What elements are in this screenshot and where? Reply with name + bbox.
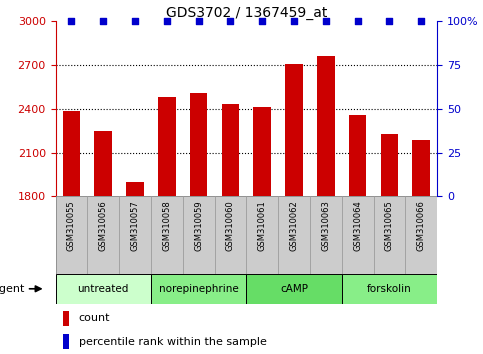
Bar — [151, 196, 183, 274]
Text: GSM310064: GSM310064 — [353, 200, 362, 251]
Point — [322, 18, 330, 24]
Bar — [190, 93, 207, 196]
Bar — [63, 111, 80, 196]
Bar — [405, 196, 437, 274]
Bar — [278, 196, 310, 274]
Bar — [342, 196, 373, 274]
Text: GSM310056: GSM310056 — [99, 200, 108, 251]
Bar — [158, 97, 176, 196]
Point — [354, 18, 361, 24]
Text: GSM310066: GSM310066 — [417, 200, 426, 251]
Bar — [151, 274, 246, 304]
Bar — [119, 196, 151, 274]
Point — [99, 18, 107, 24]
Text: GSM310061: GSM310061 — [258, 200, 267, 251]
Text: GSM310055: GSM310055 — [67, 200, 76, 251]
Bar — [214, 196, 246, 274]
Bar — [412, 139, 430, 196]
Text: agent: agent — [0, 284, 25, 294]
Point — [68, 18, 75, 24]
Text: cAMP: cAMP — [280, 284, 308, 295]
Bar — [126, 182, 144, 196]
Text: GSM310063: GSM310063 — [321, 200, 330, 251]
Bar — [285, 64, 303, 196]
Bar — [63, 311, 69, 326]
Bar — [222, 104, 239, 196]
Text: GSM310057: GSM310057 — [130, 200, 140, 251]
Point — [290, 18, 298, 24]
Text: count: count — [79, 313, 110, 323]
Bar — [310, 196, 342, 274]
Bar — [381, 134, 398, 196]
Text: norepinephrine: norepinephrine — [159, 284, 239, 295]
Text: GSM310058: GSM310058 — [162, 200, 171, 251]
Bar — [56, 274, 151, 304]
Bar — [246, 274, 342, 304]
Bar — [183, 196, 214, 274]
Text: GSM310062: GSM310062 — [289, 200, 298, 251]
Text: forskolin: forskolin — [367, 284, 412, 295]
Point — [131, 18, 139, 24]
Point — [195, 18, 202, 24]
Title: GDS3702 / 1367459_at: GDS3702 / 1367459_at — [166, 6, 327, 20]
Text: percentile rank within the sample: percentile rank within the sample — [79, 337, 267, 347]
Point — [385, 18, 393, 24]
Text: GSM310060: GSM310060 — [226, 200, 235, 251]
Bar — [373, 196, 405, 274]
Point — [163, 18, 170, 24]
Bar — [254, 107, 271, 196]
Point — [417, 18, 425, 24]
Bar — [56, 196, 87, 274]
Text: untreated: untreated — [78, 284, 129, 295]
Bar — [349, 115, 367, 196]
Text: GSM310059: GSM310059 — [194, 200, 203, 251]
Text: GSM310065: GSM310065 — [385, 200, 394, 251]
Bar — [246, 196, 278, 274]
Point — [227, 18, 234, 24]
Bar — [63, 334, 69, 349]
Bar — [87, 196, 119, 274]
Point — [258, 18, 266, 24]
Bar — [317, 56, 335, 196]
Bar — [95, 131, 112, 196]
Bar — [342, 274, 437, 304]
